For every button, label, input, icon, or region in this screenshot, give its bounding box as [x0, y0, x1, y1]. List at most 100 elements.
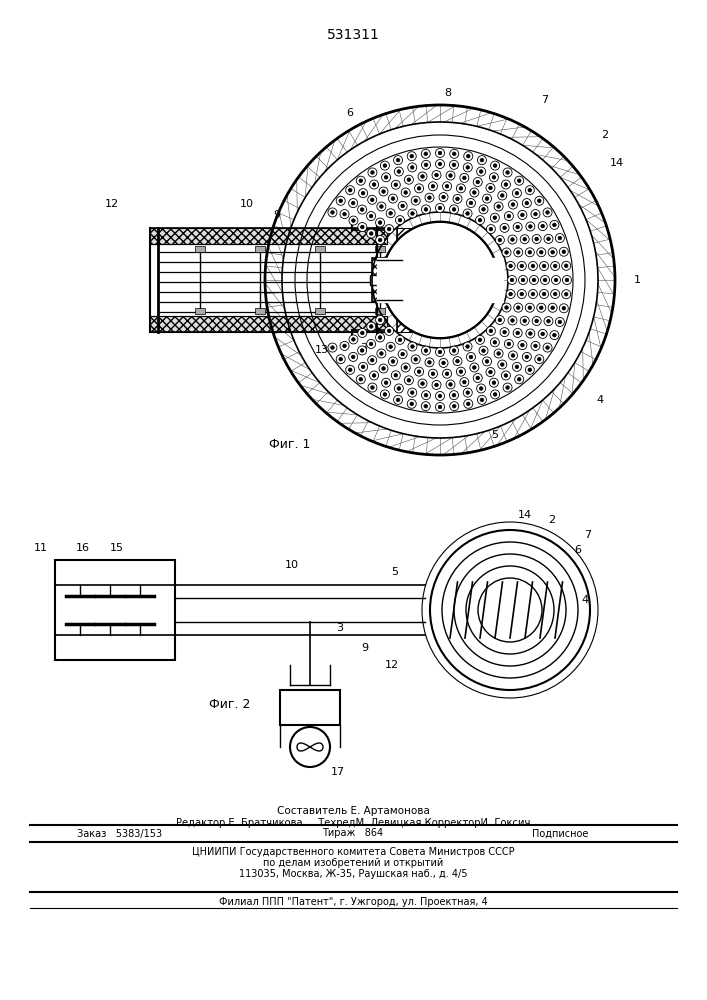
Circle shape: [395, 167, 404, 176]
Circle shape: [414, 358, 418, 361]
Circle shape: [463, 163, 472, 172]
Circle shape: [500, 223, 509, 232]
Circle shape: [408, 163, 416, 172]
Circle shape: [389, 211, 392, 215]
Circle shape: [467, 353, 475, 362]
Circle shape: [369, 342, 373, 346]
Circle shape: [370, 325, 373, 328]
Circle shape: [496, 316, 504, 325]
Circle shape: [460, 173, 469, 182]
Text: 9: 9: [361, 643, 368, 653]
Circle shape: [505, 251, 508, 254]
Circle shape: [534, 344, 537, 348]
Circle shape: [436, 402, 445, 412]
Circle shape: [506, 290, 515, 299]
Circle shape: [516, 306, 520, 309]
Circle shape: [486, 326, 496, 335]
Circle shape: [508, 316, 517, 325]
Circle shape: [501, 371, 510, 380]
Circle shape: [438, 350, 442, 354]
Circle shape: [529, 332, 532, 335]
Circle shape: [431, 372, 435, 376]
Circle shape: [562, 250, 566, 254]
Circle shape: [418, 379, 427, 388]
Circle shape: [498, 191, 507, 200]
Text: 3: 3: [361, 343, 368, 353]
Circle shape: [514, 248, 522, 257]
Circle shape: [525, 248, 534, 257]
Circle shape: [368, 195, 377, 204]
Circle shape: [395, 384, 404, 393]
Circle shape: [503, 226, 506, 230]
Circle shape: [550, 331, 559, 340]
Circle shape: [377, 349, 386, 358]
Circle shape: [361, 225, 364, 229]
Circle shape: [453, 357, 462, 366]
Circle shape: [462, 176, 466, 180]
Circle shape: [534, 196, 544, 205]
Circle shape: [554, 264, 557, 268]
Circle shape: [404, 175, 414, 184]
Text: 10: 10: [240, 199, 254, 209]
Circle shape: [351, 219, 355, 222]
Circle shape: [556, 234, 564, 243]
Circle shape: [369, 214, 373, 218]
Circle shape: [551, 262, 560, 271]
Circle shape: [373, 374, 376, 377]
Circle shape: [425, 193, 434, 202]
Circle shape: [411, 212, 414, 215]
Circle shape: [367, 212, 375, 221]
Circle shape: [328, 208, 337, 217]
Circle shape: [346, 186, 355, 195]
Circle shape: [486, 225, 496, 234]
Circle shape: [534, 212, 537, 216]
Circle shape: [383, 223, 497, 337]
Circle shape: [398, 218, 402, 222]
Circle shape: [361, 191, 365, 195]
Circle shape: [421, 346, 431, 355]
Circle shape: [466, 212, 469, 215]
Circle shape: [343, 344, 346, 348]
Circle shape: [383, 164, 387, 167]
Text: Фиг. 1: Фиг. 1: [269, 438, 310, 452]
Circle shape: [367, 229, 375, 238]
Circle shape: [408, 342, 417, 351]
Circle shape: [470, 188, 479, 197]
Circle shape: [563, 275, 571, 284]
Circle shape: [513, 223, 522, 232]
Circle shape: [544, 234, 553, 243]
Circle shape: [370, 358, 374, 362]
Circle shape: [385, 225, 394, 234]
Circle shape: [462, 380, 466, 384]
Circle shape: [531, 292, 534, 296]
Circle shape: [510, 319, 514, 322]
Circle shape: [436, 159, 445, 168]
Circle shape: [370, 232, 373, 235]
Circle shape: [528, 250, 532, 254]
Circle shape: [539, 262, 549, 271]
Circle shape: [382, 378, 390, 387]
Circle shape: [523, 319, 527, 323]
Bar: [255, 246, 265, 252]
Bar: [315, 308, 325, 314]
Circle shape: [477, 156, 486, 165]
Circle shape: [473, 178, 482, 187]
Circle shape: [480, 398, 484, 402]
Text: 5: 5: [491, 430, 498, 440]
Circle shape: [501, 180, 510, 189]
Circle shape: [452, 349, 456, 352]
Text: Составитель Е. Артамонова: Составитель Е. Артамонова: [276, 806, 429, 816]
Circle shape: [382, 190, 385, 193]
Circle shape: [407, 178, 411, 182]
Text: 113035, Москва, Ж-35, Раушская наб., д. 4/5: 113035, Москва, Ж-35, Раушская наб., д. …: [239, 869, 467, 879]
Circle shape: [497, 205, 501, 208]
Circle shape: [380, 390, 390, 399]
Circle shape: [394, 183, 397, 187]
Circle shape: [452, 163, 456, 167]
Circle shape: [491, 338, 499, 347]
Circle shape: [548, 303, 557, 312]
Circle shape: [469, 355, 473, 359]
Circle shape: [530, 275, 539, 284]
Circle shape: [449, 383, 452, 386]
Circle shape: [375, 235, 385, 244]
